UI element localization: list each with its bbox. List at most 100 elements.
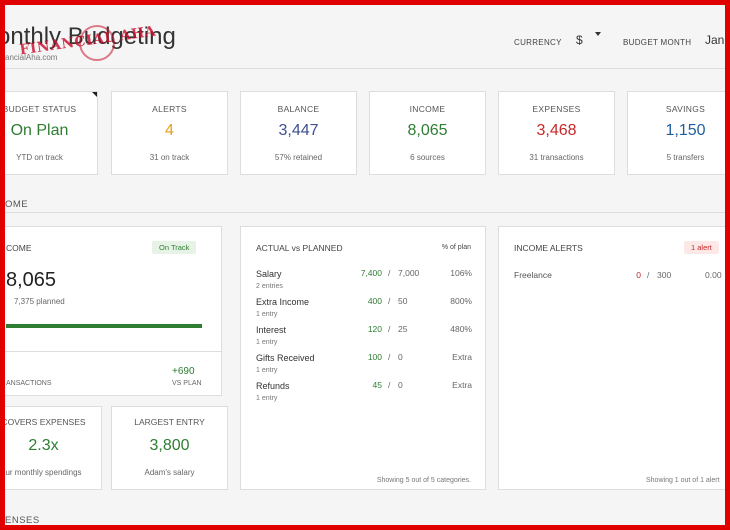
alert-count-badge: 1 alert (684, 241, 719, 254)
panel-footer: Showing 1 out of 1 alert (646, 477, 720, 484)
category-percent: Extra (452, 352, 472, 362)
panel-title: ACTUAL vs PLANNED (256, 243, 343, 253)
kpi-label: BUDGET STATUS (5, 104, 77, 114)
budget-month-select[interactable]: Jan (705, 33, 725, 47)
category-actual: 400 (367, 296, 382, 306)
income-amount: 8,065 (6, 269, 57, 291)
category-row[interactable]: Salary 2 entries 7,400 / 7,000 106% (256, 268, 472, 295)
category-row[interactable]: Interest 1 entry 120 / 25 480% (256, 324, 472, 351)
budget-month-label: BUDGET MONTH (623, 38, 692, 47)
category-name: Refunds (256, 381, 290, 391)
covers-label: COVERS EXPENSES (5, 417, 86, 427)
kpi-value: 1,150 (665, 122, 706, 139)
kpi-value: 8,065 (407, 122, 448, 139)
header-divider (5, 68, 725, 69)
kpi-sub: 6 sources (410, 153, 445, 162)
kpi-income: INCOME 8,065 6 sources (369, 91, 486, 175)
panel-title: INCOME ALERTS (514, 243, 583, 253)
alert-planned: 300 (657, 270, 672, 280)
category-planned: 0 (398, 352, 403, 362)
category-name: Interest (256, 325, 287, 335)
category-actual: 45 (372, 380, 382, 390)
currency-select[interactable]: $ (573, 32, 605, 49)
status-badge: On Track (152, 241, 197, 254)
kpi-label: BALANCE (277, 104, 320, 114)
alert-actual: 0 (636, 270, 641, 280)
income-planned: 7,375 planned (14, 297, 65, 306)
covers-value: 2.3x (28, 437, 59, 454)
largest-sub: Adam's salary (144, 468, 195, 477)
category-name: Extra Income (256, 297, 310, 307)
vs-plan-label: VS PLAN (172, 380, 202, 387)
vs-plan-value: +690 (172, 366, 195, 377)
category-entries: 1 entry (256, 339, 278, 346)
kpi-value: 3,468 (536, 122, 577, 139)
page-subtitle: ancialAha.com (5, 53, 58, 62)
income-card: COME On Track 8,065 7,375 planned ANSACT… (5, 226, 222, 396)
covers-sub: ur monthly spendings (5, 468, 82, 477)
kpi-alerts: ALERTS 4 31 on track (111, 91, 228, 175)
kpi-label: SAVINGS (665, 104, 706, 114)
category-percent: 480% (450, 324, 472, 334)
category-name: Gifts Received (256, 353, 315, 363)
largest-entry-card: LARGEST ENTRY 3,800 Adam's salary (111, 406, 228, 490)
category-separator: / (388, 268, 391, 278)
kpi-value: On Plan (10, 122, 69, 139)
column-label: % of plan (441, 244, 471, 251)
category-actual: 100 (367, 352, 382, 362)
category-planned: 25 (398, 324, 408, 334)
category-percent: 800% (450, 296, 472, 306)
chevron-down-icon (595, 32, 601, 36)
income-progress-fill (6, 324, 202, 328)
category-separator: / (388, 380, 391, 390)
kpi-sub: YTD on track (16, 153, 63, 162)
category-entries: 1 entry (256, 395, 278, 402)
transactions-label: ANSACTIONS (6, 380, 52, 387)
kpi-value: 4 (165, 122, 174, 139)
category-name: Salary (256, 269, 282, 279)
category-actual: 120 (367, 324, 382, 334)
kpi-label: INCOME (409, 104, 446, 114)
income-progress-bar (6, 324, 202, 328)
actual-vs-planned-panel: ACTUAL vs PLANNED % of plan Salary 2 ent… (240, 226, 486, 490)
income-alerts-panel: INCOME ALERTS 1 alert Freelance 0 / 300 … (498, 226, 725, 490)
app-frame: onthly Budgeting ancialAha.com FINANCIAL… (5, 5, 725, 525)
watermark-logo: FINANCIAL AHA (19, 23, 169, 65)
alert-name: Freelance (514, 270, 552, 280)
category-separator: / (388, 296, 391, 306)
kpi-sub: 31 transactions (529, 153, 584, 162)
category-row[interactable]: Extra Income 1 entry 400 / 50 800% (256, 296, 472, 323)
section-income-label: OME (5, 199, 29, 210)
kpi-savings: SAVINGS 1,150 5 transfers (627, 91, 725, 175)
kpi-budget-status: BUDGET STATUS On Plan YTD on track (5, 91, 98, 175)
income-card-title: COME (6, 243, 32, 253)
currency-value: $ (576, 33, 583, 47)
kpi-value: 3,447 (278, 122, 319, 139)
category-planned: 50 (398, 296, 408, 306)
currency-label: CURRENCY (514, 38, 562, 47)
covers-expenses-card: COVERS EXPENSES 2.3x ur monthly spending… (5, 406, 102, 490)
category-entries: 2 entries (256, 283, 283, 290)
category-separator: / (388, 352, 391, 362)
alert-separator: / (647, 270, 650, 280)
category-separator: / (388, 324, 391, 334)
kpi-sub: 5 transfers (666, 153, 705, 162)
kpi-label: EXPENSES (532, 104, 581, 114)
category-entries: 1 entry (256, 311, 278, 318)
category-row[interactable]: Refunds 1 entry 45 / 0 Extra (256, 380, 472, 407)
largest-label: LARGEST ENTRY (134, 417, 205, 427)
category-row[interactable]: Gifts Received 1 entry 100 / 0 Extra (256, 352, 472, 379)
category-planned: 7,000 (398, 268, 420, 278)
category-entries: 1 entry (256, 367, 278, 374)
kpi-expenses: EXPENSES 3,468 31 transactions (498, 91, 615, 175)
alert-percent: 0.00 (705, 270, 722, 280)
largest-value: 3,800 (149, 437, 190, 454)
alert-row[interactable]: Freelance 0 / 300 0.00 (514, 270, 725, 286)
category-percent: 106% (450, 268, 472, 278)
section-expenses-label: ENSES (5, 515, 40, 525)
kpi-label: ALERTS (152, 104, 187, 114)
category-planned: 0 (398, 380, 403, 390)
logo-seal-icon (79, 25, 115, 61)
corner-marker-icon (92, 92, 97, 97)
kpi-balance: BALANCE 3,447 57% retained (240, 91, 357, 175)
